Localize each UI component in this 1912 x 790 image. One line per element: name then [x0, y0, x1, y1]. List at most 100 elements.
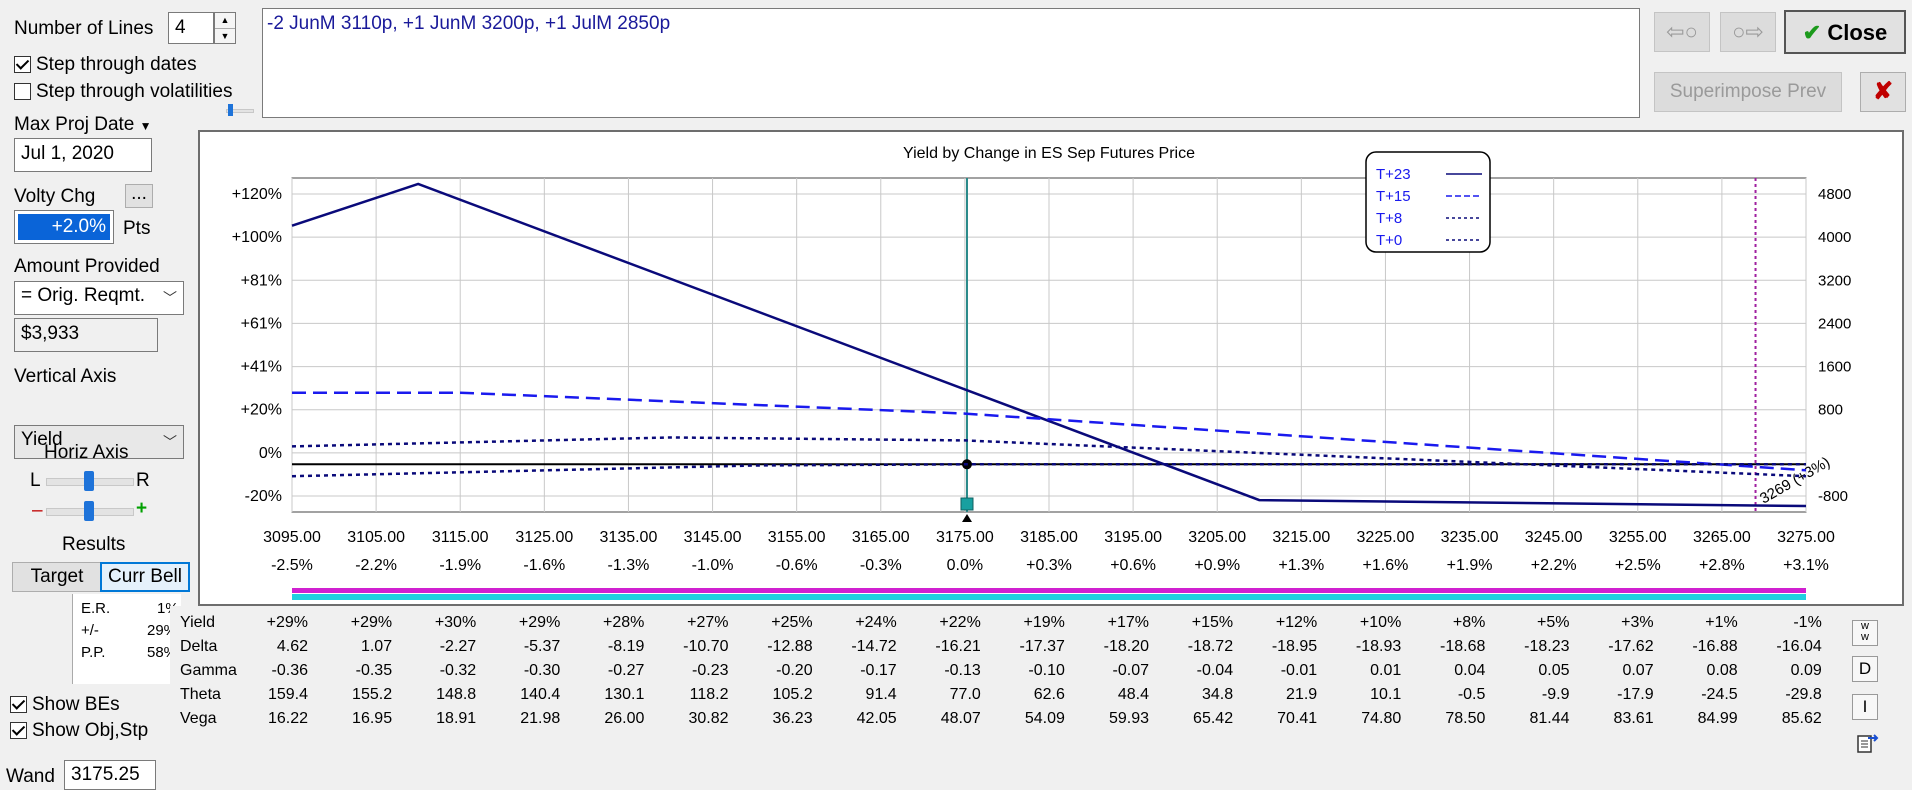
pp-value: 58%	[147, 644, 178, 661]
series-line-tplus23	[291, 182, 1807, 508]
greek-cell: +28%	[603, 614, 645, 631]
greek-cell: -18.23	[1524, 638, 1570, 655]
greek-cell: +24%	[855, 614, 897, 631]
pm-value: 29%	[147, 622, 178, 639]
greek-cell: -18.20	[1103, 638, 1149, 655]
show-bes-check-icon[interactable]	[10, 696, 27, 713]
step-vols-check-icon[interactable]	[14, 83, 31, 100]
next-button[interactable]: ○⇨	[1720, 12, 1776, 52]
greek-cell: +25%	[771, 614, 813, 631]
greek-cell: 0.07	[1622, 662, 1654, 679]
superimpose-prev-button[interactable]: Superimpose Prev	[1654, 72, 1842, 112]
greek-cell: -0.5	[1457, 686, 1486, 703]
volty-chg-label: Volty Chg	[14, 186, 96, 207]
x-tick-label: 3135.00	[600, 529, 658, 546]
target-tab[interactable]: Target	[12, 562, 102, 592]
greek-cell: -5.37	[523, 638, 561, 655]
show-bes-checkbox[interactable]: Show BEs	[10, 694, 120, 716]
number-of-lines-label: Number of Lines	[14, 18, 154, 39]
y-right-tick-label: 800	[1818, 402, 1843, 419]
greek-cell: -12.88	[767, 638, 813, 655]
spin-down-icon[interactable]: ▼	[220, 31, 230, 41]
greek-cell: 105.2	[772, 686, 813, 703]
mini-slider[interactable]	[226, 104, 254, 118]
step-dates-checkbox[interactable]: Step through dates	[14, 54, 197, 76]
greek-cell: -0.35	[355, 662, 393, 679]
show-obj-checkbox[interactable]: Show Obj,Stp	[10, 720, 148, 742]
yield-chart[interactable]: Yield by Change in ES Sep Futures Price 3…	[200, 132, 1902, 604]
greek-cell: +12%	[1275, 614, 1318, 631]
horiz-pan-slider[interactable]	[46, 470, 136, 492]
greek-cell: -17.37	[1019, 638, 1065, 655]
cancel-button[interactable]: ✘	[1860, 72, 1906, 112]
show-obj-check-icon[interactable]	[10, 722, 27, 739]
d-button[interactable]: D	[1852, 656, 1878, 682]
volty-chg-input[interactable]: +2.0%	[14, 210, 114, 244]
x-tick-label: 3245.00	[1525, 529, 1583, 546]
x-pct-tick-label: +0.9%	[1194, 557, 1240, 574]
zoom-slider[interactable]	[46, 500, 136, 522]
x-tick-label: 3205.00	[1188, 529, 1246, 546]
greek-cell: -9.9	[1541, 686, 1570, 703]
greek-cell: +29%	[350, 614, 393, 631]
y-right-tick-label: 4000	[1818, 229, 1851, 246]
show-bes-label: Show BEs	[32, 694, 120, 715]
greek-row-label: Vega	[180, 710, 217, 727]
x-tick-label: 3235.00	[1441, 529, 1499, 546]
results-label: Results	[62, 534, 126, 555]
greek-cell: 148.8	[436, 686, 477, 703]
x-pct-tick-label: +2.8%	[1699, 557, 1745, 574]
dropdown-arrow-icon[interactable]: ▼	[139, 119, 152, 133]
i-button[interactable]: I	[1852, 694, 1878, 720]
greek-cell: 159.4	[267, 686, 308, 703]
greek-cell: 91.4	[865, 686, 897, 703]
y-right-tick-label: 2400	[1818, 315, 1851, 332]
cancel-x-icon: ✘	[1872, 78, 1894, 105]
horiz-pan-thumb[interactable]	[84, 471, 94, 491]
amount-provided-select[interactable]: = Orig. Reqmt. ﹀	[14, 281, 184, 315]
greek-cell: -1%	[1793, 614, 1822, 631]
x-pct-tick-label: -0.6%	[776, 557, 818, 574]
curr-bell-tab[interactable]: Curr Bell	[100, 562, 190, 592]
wand-input[interactable]: 3175.25	[64, 760, 156, 790]
step-dates-check-icon[interactable]	[14, 56, 31, 73]
mini-slider-thumb[interactable]	[228, 104, 233, 116]
chart-panel[interactable]: Yield by Change in ES Sep Futures Price 3…	[198, 130, 1904, 606]
greek-cell: 48.07	[940, 710, 981, 727]
step-vols-checkbox[interactable]: Step through volatilities	[14, 81, 232, 103]
greek-cell: 10.1	[1370, 686, 1402, 703]
y-right-tick-label: 4800	[1818, 186, 1851, 203]
y-left-tick-label: +61%	[241, 315, 282, 332]
greek-cell: 16.95	[352, 710, 393, 727]
max-proj-date-dropdown[interactable]: Max Proj Date ▼	[14, 114, 152, 136]
zoom-thumb[interactable]	[84, 501, 94, 521]
positions-textbox[interactable]: -2 JunM 3110p, +1 JunM 3200p, +1 JulM 28…	[262, 8, 1640, 118]
spin-up-icon[interactable]: ▲	[215, 13, 235, 29]
greek-cell: 42.05	[856, 710, 897, 727]
legend-label: T+23	[1376, 166, 1411, 183]
positions-text: -2 JunM 3110p, +1 JunM 3200p, +1 JulM 28…	[267, 13, 671, 34]
greek-cell: +1%	[1705, 614, 1738, 631]
y-right-tick-label: -800	[1818, 488, 1848, 505]
x-tick-label: 3215.00	[1272, 529, 1330, 546]
greek-cell: -0.27	[607, 662, 645, 679]
greek-cell: -24.5	[1701, 686, 1738, 703]
number-of-lines-input[interactable]: 4	[168, 12, 214, 44]
horiz-right-label: R	[136, 470, 150, 491]
x-tick-label: 3255.00	[1609, 529, 1667, 546]
export-icon-svg	[1857, 734, 1879, 753]
volty-more-button[interactable]: ...	[125, 184, 153, 208]
x-tick-label: 3115.00	[432, 529, 489, 546]
legend-label: T+0	[1376, 232, 1402, 249]
vertical-axis-select[interactable]: Yield ﹀	[14, 425, 184, 459]
number-of-lines-spinner[interactable]: ▲ ▼	[214, 12, 236, 44]
max-proj-date-input[interactable]: Jul 1, 2020	[14, 138, 152, 172]
x-pct-tick-label: -1.9%	[439, 557, 481, 574]
prev-button[interactable]: ⇦○	[1654, 12, 1710, 52]
export-icon[interactable]	[1856, 732, 1880, 754]
greek-cell: -10.70	[683, 638, 729, 655]
w-label: w	[1861, 620, 1869, 632]
close-button[interactable]: ✔ Close	[1784, 10, 1906, 54]
